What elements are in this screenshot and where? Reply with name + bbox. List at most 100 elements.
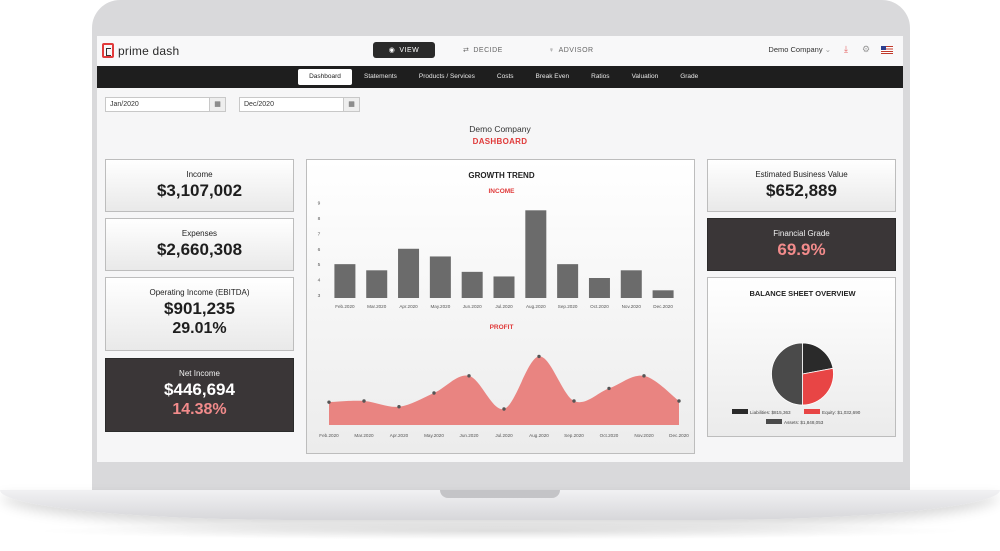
- pie-slice-assets: [771, 342, 803, 406]
- income-chart-title: INCOME: [489, 188, 516, 195]
- x-tick-label: May.2020: [430, 304, 450, 309]
- y-tick-label: 4: [318, 278, 321, 284]
- profit-point: [327, 400, 331, 404]
- income-bar: [334, 264, 356, 298]
- nav-item-valuation[interactable]: Valuation: [631, 73, 659, 80]
- profit-point: [642, 374, 646, 378]
- nav-item-break-even[interactable]: Break Even: [535, 73, 570, 80]
- x-tick-label: Oct.2020: [590, 304, 609, 309]
- app-header: prime dash ◉ VIEW ⇄ DECIDE ♀ ADVISOR Dem…: [97, 36, 903, 66]
- expenses-value: $2,660,308: [156, 240, 243, 259]
- income-bar: [398, 248, 420, 298]
- growth-trend-title: GROWTH TREND: [468, 171, 534, 180]
- income-bar: [461, 271, 483, 298]
- calendar-icon[interactable]: ▦: [209, 98, 225, 111]
- legend-swatch-liabilities: [732, 409, 748, 414]
- x-tick-label: Dec.2020: [653, 304, 673, 309]
- legend-swatch-equity: [804, 409, 820, 414]
- profit-point: [432, 391, 436, 395]
- x-tick-label: Jul.2020: [495, 304, 513, 309]
- nav-items: Dashboard Statements Products / Services…: [298, 69, 709, 85]
- y-tick-label: 6: [318, 247, 321, 253]
- financial-grade-card: Financial Grade 69.9%: [707, 218, 896, 271]
- operating-income-label: Operating Income (EBITDA): [149, 288, 250, 297]
- x-tick-label: Apr.2020: [390, 433, 409, 438]
- profit-area: [329, 356, 679, 425]
- y-tick-label: 9: [318, 201, 321, 207]
- start-date-value: Jan/2020: [110, 101, 139, 108]
- x-tick-label: Mar.2020: [367, 304, 387, 309]
- nav-item-products-services[interactable]: Products / Services: [418, 73, 475, 80]
- end-date-picker[interactable]: Dec/2020 ▦: [239, 97, 360, 112]
- mode-tab-view[interactable]: ◉ VIEW: [373, 42, 435, 58]
- nav-item-costs[interactable]: Costs: [496, 73, 514, 80]
- download-icon[interactable]: ⤓: [844, 44, 848, 54]
- lightbulb-icon: ♀: [548, 46, 555, 54]
- profit-point: [607, 386, 611, 391]
- nav-item-ratios[interactable]: Ratios: [591, 73, 610, 80]
- balance-sheet-title: BALANCE SHEET OVERVIEW: [749, 289, 856, 298]
- profit-point: [502, 407, 506, 411]
- logo[interactable]: prime dash: [102, 43, 179, 58]
- legend-equity: Equity: $1,032,690: [822, 410, 861, 415]
- pie-slice-liabilities: [802, 342, 834, 375]
- x-tick-label: Nov.2020: [634, 433, 654, 438]
- profit-point: [537, 354, 541, 359]
- gear-icon[interactable]: ⚙: [861, 44, 871, 54]
- income-bar: [620, 270, 642, 298]
- legend-liabilities: Liabilities: $815,363: [750, 410, 791, 415]
- x-tick-label: Feb.2020: [335, 304, 355, 309]
- nav-item-statements[interactable]: Statements: [364, 73, 397, 80]
- profit-chart-title: PROFIT: [490, 324, 514, 331]
- x-tick-label: Aug.2020: [529, 433, 549, 438]
- profit-point: [677, 399, 681, 403]
- operating-income-pct: 29.01%: [172, 320, 227, 337]
- x-tick-label: Jun.2020: [460, 433, 479, 438]
- legend-swatch-assets: [766, 419, 782, 424]
- income-value: $3,107,002: [156, 181, 243, 200]
- x-tick-label: Jun.2020: [463, 304, 482, 309]
- x-tick-label: Oct.2020: [600, 433, 619, 438]
- laptop-shadow: [30, 522, 970, 540]
- mode-tab-label: DECIDE: [473, 46, 503, 54]
- financial-grade-label: Financial Grade: [773, 229, 830, 238]
- net-income-pct: 14.38%: [172, 401, 227, 418]
- x-tick-label: Nov.2020: [622, 304, 642, 309]
- us-flag-icon[interactable]: [881, 45, 893, 54]
- income-bar: [588, 278, 610, 298]
- nav-item-dashboard[interactable]: Dashboard: [298, 69, 352, 85]
- mode-tab-label: VIEW: [399, 46, 420, 54]
- eye-icon: ◉: [388, 47, 396, 54]
- mode-tab-advisor[interactable]: ♀ ADVISOR: [531, 42, 612, 58]
- end-date-value: Dec/2020: [244, 101, 274, 108]
- growth-trend-panel: GROWTH TREND INCOME PROFIT 3 4 5 6 7 8 9 Feb.20…: [306, 159, 695, 454]
- income-bar: [366, 270, 388, 298]
- business-value-label: Estimated Business Value: [755, 170, 848, 179]
- company-select[interactable]: Demo Company ⌄: [768, 45, 831, 54]
- nav-item-grade[interactable]: Grade: [680, 73, 699, 80]
- laptop-notch: [440, 490, 560, 498]
- mode-tab-decide[interactable]: ⇄ DECIDE: [445, 42, 521, 58]
- start-date-picker[interactable]: Jan/2020 ▦: [105, 97, 226, 112]
- x-tick-label: Mar.2020: [354, 433, 374, 438]
- profit-point: [467, 374, 471, 378]
- y-tick-label: 3: [318, 293, 321, 299]
- financial-grade-value: 69.9%: [777, 240, 826, 259]
- calendar-icon[interactable]: ▦: [343, 98, 359, 111]
- business-value-card: Estimated Business Value $652,889: [707, 159, 896, 212]
- income-bar: [493, 276, 515, 298]
- profit-point: [362, 399, 366, 403]
- x-tick-label: Feb.2020: [319, 433, 339, 438]
- operating-income-value: $901,235: [164, 299, 235, 318]
- net-income-value: $446,694: [164, 380, 235, 399]
- company-select-value: Demo Company: [768, 45, 823, 54]
- x-tick-label: Sep.2020: [564, 433, 584, 438]
- swap-icon: ⇄: [463, 47, 470, 54]
- profit-point: [397, 405, 401, 409]
- income-label: Income: [186, 170, 213, 179]
- x-tick-label: May.2020: [424, 433, 444, 438]
- expenses-label: Expenses: [181, 229, 218, 238]
- logo-icon: [102, 43, 114, 58]
- chevron-down-icon: ⌄: [824, 45, 831, 54]
